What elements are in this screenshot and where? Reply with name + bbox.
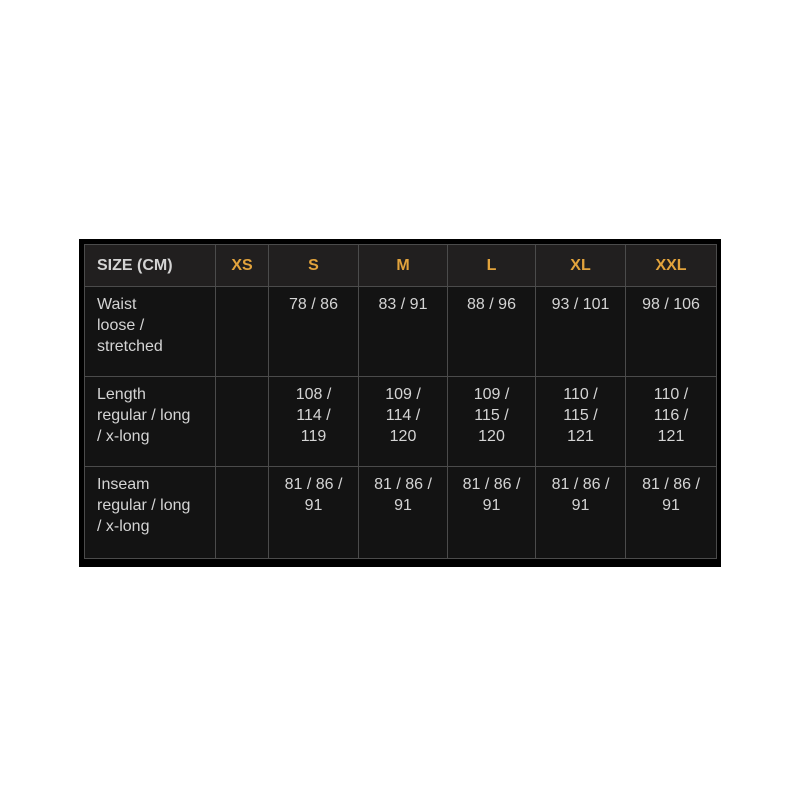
row-label-waist: Waist loose / stretched bbox=[84, 286, 216, 377]
table-row-inseam: Inseam regular / long / x-long 81 / 86 /… bbox=[84, 466, 717, 559]
cell-inseam-l: 81 / 86 / 91 bbox=[447, 466, 536, 559]
size-chart-table: SIZE (CM) XS S M L XL XXL Waist loose / … bbox=[79, 239, 721, 567]
cell-waist-xs bbox=[215, 286, 269, 377]
cell-inseam-s: 81 / 86 / 91 bbox=[268, 466, 359, 559]
cell-inseam-xl: 81 / 86 / 91 bbox=[535, 466, 626, 559]
cell-length-xl: 110 / 115 / 121 bbox=[535, 376, 626, 467]
table-row-length: Length regular / long / x-long 108 / 114… bbox=[84, 376, 717, 467]
row-label-length: Length regular / long / x-long bbox=[84, 376, 216, 467]
cell-inseam-m: 81 / 86 / 91 bbox=[358, 466, 448, 559]
cell-waist-l: 88 / 96 bbox=[447, 286, 536, 377]
cell-inseam-xs bbox=[215, 466, 269, 559]
header-cell-m: M bbox=[358, 244, 448, 287]
header-cell-xxl: XXL bbox=[625, 244, 717, 287]
header-row: SIZE (CM) XS S M L XL XXL bbox=[84, 244, 717, 287]
cell-length-s: 108 / 114 / 119 bbox=[268, 376, 359, 467]
header-cell-xs: XS bbox=[215, 244, 269, 287]
cell-length-m: 109 / 114 / 120 bbox=[358, 376, 448, 467]
row-label-inseam: Inseam regular / long / x-long bbox=[84, 466, 216, 559]
cell-waist-m: 83 / 91 bbox=[358, 286, 448, 377]
cell-waist-xl: 93 / 101 bbox=[535, 286, 626, 377]
cell-waist-xxl: 98 / 106 bbox=[625, 286, 717, 377]
cell-length-xxl: 110 / 116 / 121 bbox=[625, 376, 717, 467]
table-row-waist: Waist loose / stretched 78 / 86 83 / 91 … bbox=[84, 286, 717, 377]
header-cell-l: L bbox=[447, 244, 536, 287]
cell-length-xs bbox=[215, 376, 269, 467]
cell-length-l: 109 / 115 / 120 bbox=[447, 376, 536, 467]
header-cell-s: S bbox=[268, 244, 359, 287]
cell-waist-s: 78 / 86 bbox=[268, 286, 359, 377]
size-table: SIZE (CM) XS S M L XL XXL Waist loose / … bbox=[84, 244, 717, 559]
header-cell-xl: XL bbox=[535, 244, 626, 287]
header-cell-size-cm: SIZE (CM) bbox=[84, 244, 216, 287]
cell-inseam-xxl: 81 / 86 / 91 bbox=[625, 466, 717, 559]
